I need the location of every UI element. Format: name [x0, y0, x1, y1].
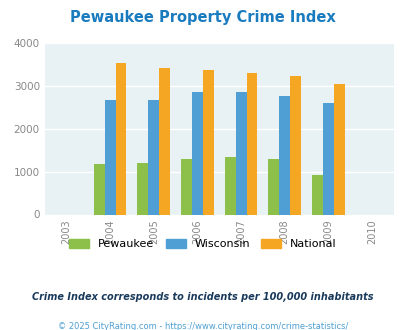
Text: Crime Index corresponds to incidents per 100,000 inhabitants: Crime Index corresponds to incidents per…	[32, 292, 373, 302]
Bar	[192, 92, 202, 214]
Legend: Pewaukee, Wisconsin, National: Pewaukee, Wisconsin, National	[65, 234, 340, 253]
Bar	[115, 63, 126, 214]
Bar	[268, 158, 279, 215]
Bar	[246, 73, 257, 214]
Bar	[148, 100, 159, 214]
Bar	[279, 96, 290, 214]
Bar	[311, 176, 322, 214]
Bar	[94, 164, 104, 214]
Bar	[235, 92, 246, 214]
Bar	[181, 158, 192, 215]
Bar	[159, 68, 170, 214]
Bar	[333, 84, 344, 214]
Bar	[224, 157, 235, 214]
Bar	[137, 163, 148, 215]
Text: © 2025 CityRating.com - https://www.cityrating.com/crime-statistics/: © 2025 CityRating.com - https://www.city…	[58, 322, 347, 330]
Bar	[290, 76, 301, 214]
Bar	[322, 103, 333, 214]
Text: Pewaukee Property Crime Index: Pewaukee Property Crime Index	[70, 10, 335, 25]
Bar	[104, 100, 115, 214]
Bar	[202, 70, 213, 214]
